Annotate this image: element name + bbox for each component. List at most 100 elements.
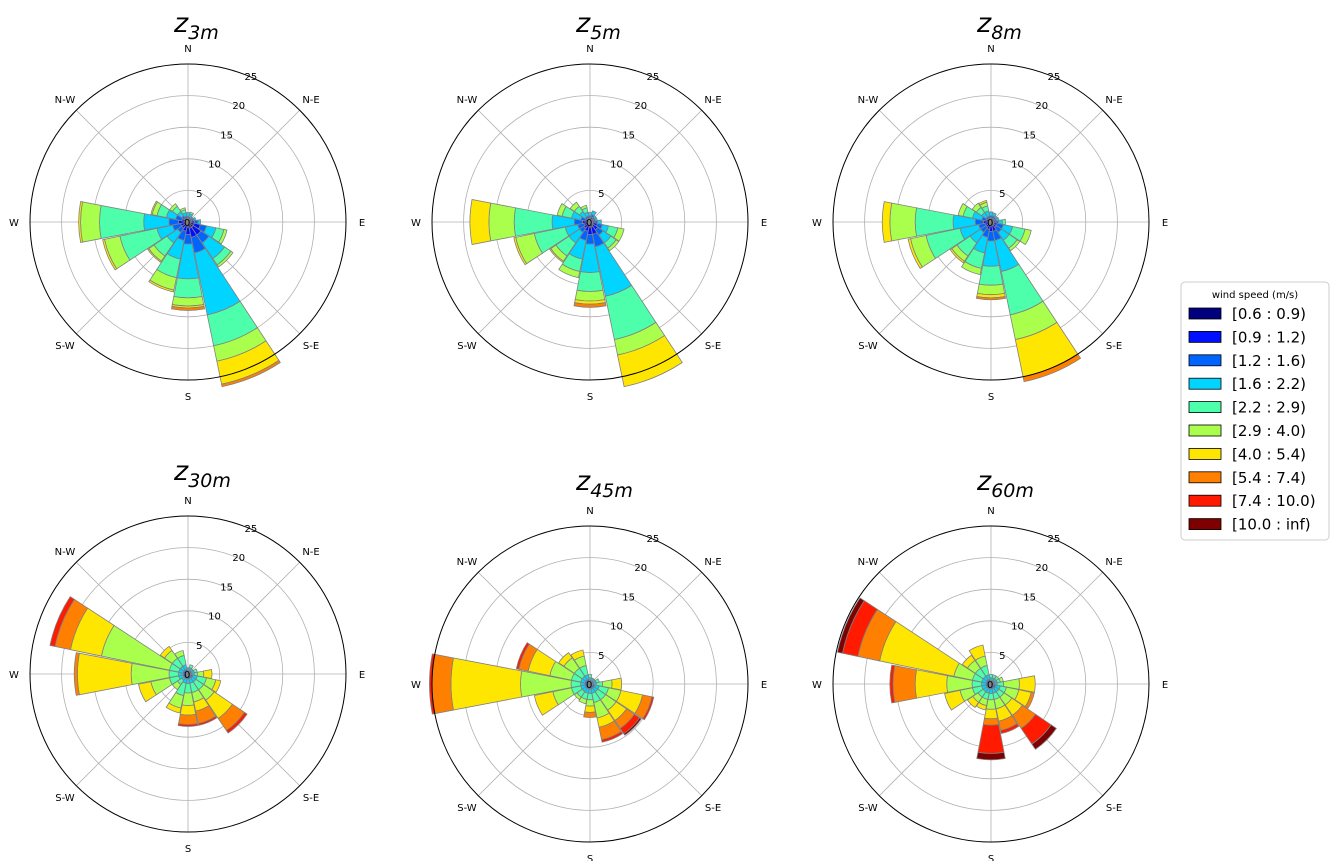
direction-label: N <box>987 44 994 55</box>
sector-bar-segment <box>949 248 965 264</box>
sector-bar-segment <box>216 250 234 268</box>
sector-bar-segment <box>971 202 982 213</box>
legend: wind speed (m/s) [0.6 : 0.9)[0.9 : 1.2)[… <box>1180 281 1330 541</box>
polar-frame <box>29 63 347 381</box>
sector-bar-segment <box>211 679 222 693</box>
windrose-panel: z8m 0 5 10 15 20 25 N N-E E S-E S S-W W N-W <box>812 8 1168 403</box>
radial-tick-label: 10 <box>1011 622 1024 633</box>
sector-bar-segment <box>1031 724 1057 750</box>
sector-bar-segment <box>533 691 559 716</box>
sector-bar-segment <box>169 203 178 212</box>
panel-title-subscript: 8m <box>991 22 1022 44</box>
legend-entry: [1.6 : 2.2) <box>1188 375 1306 393</box>
radial-tick-label: 15 <box>220 582 233 593</box>
angular-gridline <box>878 109 992 223</box>
angular-gridline <box>187 561 301 675</box>
legend-swatch <box>1188 307 1222 320</box>
direction-label: N-W <box>457 557 478 568</box>
sector-bars <box>78 200 281 388</box>
legend-swatch <box>1188 401 1222 414</box>
direction-label: E <box>359 670 365 681</box>
radial-tick-label: 10 <box>610 160 623 171</box>
sector-bar-segment <box>613 227 625 242</box>
sector-bar-segment <box>1001 218 1006 226</box>
direction-label: S <box>587 854 593 861</box>
sector-bar-segment <box>218 228 228 245</box>
radial-tick-label: 15 <box>622 130 635 141</box>
sector-bar-segment <box>558 263 581 279</box>
sector-bar-segment <box>623 717 642 736</box>
sector-bar-segment <box>583 711 597 718</box>
sector-bar-segment <box>431 653 454 715</box>
radial-tick-label: 10 <box>208 160 221 171</box>
windrose-panel: z60m 0 5 10 15 20 25 N N-E E S-E S S-W W N-W <box>812 466 1168 861</box>
sector-bar-segment <box>889 202 917 242</box>
direction-label: E <box>761 218 767 229</box>
direction-label: N-E <box>302 547 319 558</box>
direction-label: N-E <box>1105 95 1122 106</box>
panel-title-subscript: 60m <box>991 480 1034 502</box>
angular-gridline <box>75 673 189 787</box>
sector-bar-segment <box>1019 228 1032 246</box>
panel-title: z45m <box>575 466 633 502</box>
panel-title-subscript: 30m <box>188 470 231 492</box>
windrose-panels: z3m 0 5 10 15 20 25 N N-E E S-E S S-W W N-W z5m 0 5 10 15 20… <box>9 8 1168 861</box>
direction-label: E <box>359 218 365 229</box>
sector-bar-segment <box>892 665 917 703</box>
direction-label: S <box>185 392 191 403</box>
sector-bar-segment <box>957 203 968 217</box>
sector-bar-segment <box>975 296 1007 301</box>
sector-bar-segment <box>171 296 205 307</box>
polar-frame <box>832 63 1150 381</box>
radial-tick-label: 5 <box>196 189 202 200</box>
sector-bar-segment <box>584 705 596 713</box>
radial-tick-label: 0 <box>987 680 993 691</box>
direction-label: S-E <box>705 341 721 352</box>
sector-bar-segment <box>601 730 624 743</box>
sector-bar-segment <box>558 652 573 667</box>
direction-label: N-W <box>858 95 879 106</box>
sector-bar-segment <box>179 704 197 716</box>
polar-frame <box>431 63 749 381</box>
direction-label: N <box>987 506 994 517</box>
direction-label: S <box>185 844 191 855</box>
sector-bar-segment <box>576 271 604 292</box>
polar-frame <box>431 525 749 843</box>
angular-gridline <box>589 109 703 223</box>
sector-bar-segment <box>966 695 980 709</box>
legend-entry: [2.2 : 2.9) <box>1188 399 1306 417</box>
sector-bar-segment <box>150 200 158 216</box>
sector-bar-segment <box>80 201 102 243</box>
panel-title-subscript: 5m <box>590 22 621 44</box>
legend-label: [7.4 : 10.0) <box>1232 492 1316 510</box>
radial-tick-label: 0 <box>987 218 993 229</box>
windrose-panel: z3m 0 5 10 15 20 25 N N-E E S-E S S-W W N-W <box>9 8 365 403</box>
direction-label: N-W <box>457 95 478 106</box>
sector-bar-segment <box>147 248 162 263</box>
radial-tick-label: 20 <box>1035 563 1048 574</box>
polar-frame <box>832 525 1150 843</box>
sector-bar-segment <box>188 664 194 670</box>
sector-bar-segment <box>488 202 516 242</box>
sector-bar-segment <box>944 689 966 711</box>
sector-bar-segment <box>988 211 994 217</box>
direction-label: W <box>411 680 421 691</box>
panel-title: z3m <box>173 8 219 44</box>
direction-label: N-E <box>704 557 721 568</box>
radial-tick-label: 10 <box>610 622 623 633</box>
radial-tick-label: 5 <box>598 189 604 200</box>
sector-bar-segment <box>642 696 655 721</box>
sector-bars <box>49 596 248 734</box>
direction-label: S <box>988 392 994 403</box>
direction-label: S <box>587 392 593 403</box>
sector-bar-segment <box>881 201 893 243</box>
sector-bar-segment <box>556 203 567 217</box>
radial-tick-label: 5 <box>196 641 202 652</box>
direction-label: S-W <box>858 803 878 814</box>
direction-label: N <box>586 506 593 517</box>
direction-label: S-W <box>457 803 477 814</box>
panel-title-subscript: 3m <box>188 22 219 44</box>
angular-gridline <box>187 109 301 223</box>
sector-bar-segment <box>148 279 175 293</box>
